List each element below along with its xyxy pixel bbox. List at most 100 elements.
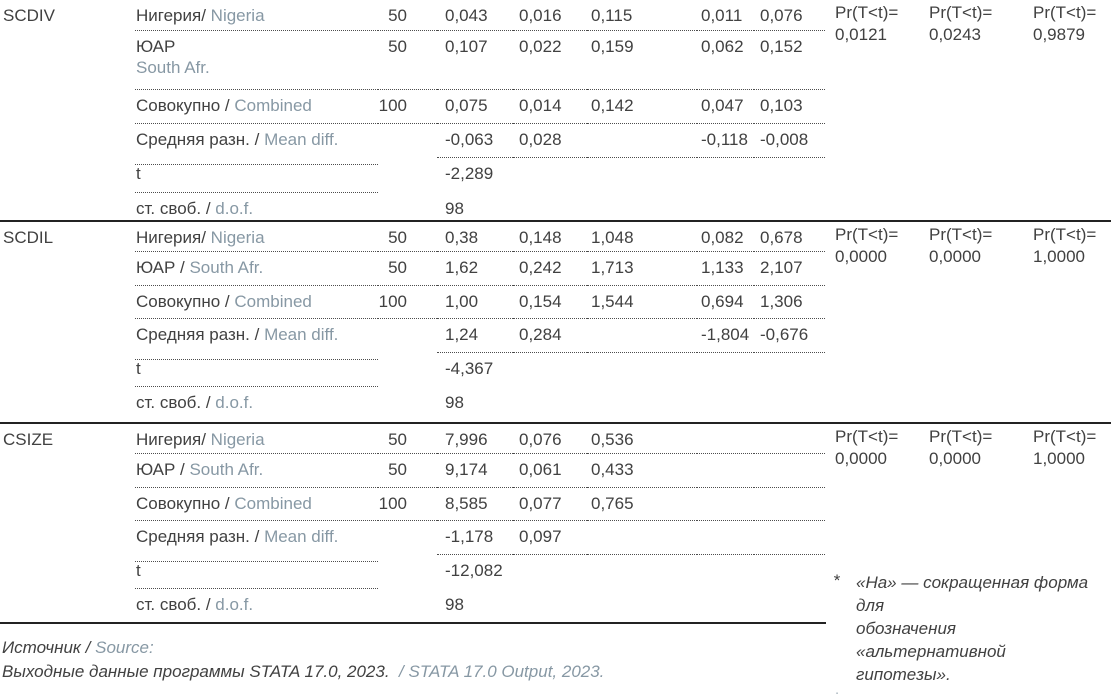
cell-obs: 50 <box>378 31 437 90</box>
footnote-text: «На» — сокращенная форма для обозначения… <box>856 573 1089 684</box>
label-ru: Совокупно / <box>136 96 230 115</box>
pr-label: Pr(T<t)= <box>835 225 899 244</box>
section-csize: CSIZE Нигерия/ Nigeria 50 7,996 0,076 0,… <box>0 424 1111 624</box>
variable-spacer <box>0 488 135 521</box>
variable-spacer <box>0 555 135 589</box>
label-en: d.o.f. <box>215 393 254 412</box>
pr-label: Pr(T<t)= <box>1033 427 1097 446</box>
variable-spacer <box>0 90 135 124</box>
cell-std-dev <box>587 124 697 158</box>
cell-std-dev: 0,536 <box>587 424 697 454</box>
label-en: Nigeria <box>210 228 265 247</box>
label-en: South Afr. <box>189 258 264 277</box>
table-row-mean-diff: Средняя разн. / Mean diff. -1,178 0,097 <box>0 521 1111 562</box>
pr-column-2: Pr(T<t)= 0,0243 <box>929 2 992 46</box>
cell-ci-low: 1,133 <box>697 252 754 286</box>
cell-std-err: 0,061 <box>513 454 587 488</box>
group-label: ЮАР South Afr. <box>135 31 378 90</box>
pr-value: 1,0000 <box>1033 247 1085 266</box>
pr-value: 0,0000 <box>929 449 981 468</box>
cell-ci-high: 0,152 <box>754 31 825 90</box>
cell-std-dev: 0,142 <box>587 90 697 124</box>
label-ru: Средняя разн. / <box>136 130 260 149</box>
cell-t-value: -4,367 <box>445 359 494 378</box>
cell-ci-high <box>754 488 825 521</box>
cell-dof-value: 98 <box>445 199 464 218</box>
cell-mean: 9,174 <box>437 454 513 488</box>
group-label: Средняя разн. / Mean diff. <box>135 319 378 360</box>
group-label: t <box>135 353 378 387</box>
variable-spacer <box>0 589 135 624</box>
label-ru: ст. своб. / <box>136 199 211 218</box>
label-ru: ЮАР <box>136 37 176 56</box>
source-label-en: Source: <box>95 638 154 657</box>
cell-ci-low: -1,804 <box>697 319 754 353</box>
cell-mean: 0,043 <box>437 0 513 31</box>
label-en: d.o.f. <box>215 199 254 218</box>
cell-obs: 50 <box>378 0 437 31</box>
cell-ci-low <box>697 521 754 555</box>
cell-ci-high: 0,103 <box>754 90 825 124</box>
source-note: Источник / Source: Выходные данные прогр… <box>2 636 604 684</box>
cell-ci-high: -0,676 <box>754 319 825 353</box>
cell-ci-high <box>754 424 825 454</box>
label-ru: ст. своб. / <box>136 595 211 614</box>
table-bottom-rule <box>0 622 826 624</box>
cell-t-value: -12,082 <box>445 561 503 580</box>
table-row-south-africa: ЮАР / South Afr. 50 1,62 0,242 1,713 1,1… <box>0 252 1111 286</box>
cell-ci-low: 0,062 <box>697 31 754 90</box>
variable-spacer <box>0 521 135 555</box>
label-ru: Нигерия/ <box>136 6 206 25</box>
pr-label: Pr(T<t)= <box>929 225 993 244</box>
variable-name: SCDIV <box>3 6 55 25</box>
cell-std-dev <box>587 521 697 555</box>
table-row-dof: ст. своб. / d.o.f. 98 <box>0 387 1111 422</box>
asterisk-marker: * <box>833 571 840 590</box>
cell-mean: 1,24 <box>437 319 513 353</box>
pr-label: Pr(T<t)= <box>929 3 993 22</box>
cell-std-err: 0,076 <box>513 424 587 454</box>
label-ru: Совокупно / <box>136 292 230 311</box>
pr-label: Pr(T<t)= <box>1033 3 1097 22</box>
cell-mean: 7,996 <box>437 424 513 454</box>
cell-std-err: 0,148 <box>513 222 587 252</box>
variable-spacer <box>0 454 135 488</box>
table-row-dof: ст. своб. / d.o.f. 98 <box>0 193 1111 220</box>
label-ru: Средняя разн. / <box>136 325 260 344</box>
cell-ci-high: -0,008 <box>754 124 825 158</box>
group-label: t <box>135 555 378 589</box>
label-ru: Средняя разн. / <box>136 527 260 546</box>
cell-std-err: 0,077 <box>513 488 587 521</box>
cell-std-dev: 1,544 <box>587 286 697 319</box>
source-text-ru: Выходные данные программы STATA 17.0, 20… <box>2 662 390 681</box>
variable-spacer <box>0 252 135 286</box>
table-row-combined: Совокупно / Combined 100 0,075 0,014 0,1… <box>0 90 1111 124</box>
cell-ci-high: 2,107 <box>754 252 825 286</box>
group-label: Средняя разн. / Mean diff. <box>135 521 378 562</box>
cell-std-err: 0,154 <box>513 286 587 319</box>
table-row-mean-diff: Средняя разн. / Mean diff. -0,063 0,028 … <box>0 124 1111 165</box>
variable-spacer <box>0 31 135 90</box>
cell-ci-low: 0,047 <box>697 90 754 124</box>
label-en: Nigeria <box>210 430 265 449</box>
cell-mean: 1,62 <box>437 252 513 286</box>
cell-mean: 0,107 <box>437 31 513 90</box>
table-row-south-africa: ЮАР South Afr. 50 0,107 0,022 0,159 0,062… <box>0 31 1111 90</box>
cell-std-err: 0,016 <box>513 0 587 31</box>
pr-label: Pr(T<t)= <box>1033 225 1097 244</box>
pr-column-2: Pr(T<t)= 0,0000 <box>929 426 992 470</box>
cell-ci-low: -0,118 <box>697 124 754 158</box>
cell-std-dev: 0,159 <box>587 31 697 90</box>
cell-mean: 0,38 <box>437 222 513 252</box>
pr-value: 0,0000 <box>835 247 887 266</box>
label-en: Combined <box>234 292 312 311</box>
group-label: ЮАР / South Afr. <box>135 252 378 286</box>
variable-spacer <box>0 353 135 387</box>
variable-spacer <box>0 158 135 193</box>
group-label: ст. своб. / d.o.f. <box>135 193 378 220</box>
cell-std-err: 0,097 <box>513 521 587 555</box>
group-label: ст. своб. / d.o.f. <box>135 387 378 422</box>
cell-ci-low: 0,082 <box>697 222 754 252</box>
pr-value: 0,0000 <box>835 449 887 468</box>
